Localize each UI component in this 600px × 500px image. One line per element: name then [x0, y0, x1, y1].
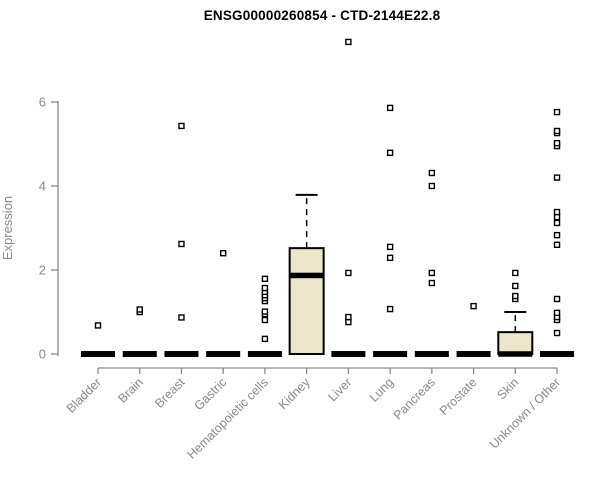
outlier-point — [553, 213, 561, 221]
collapsed-box-bar — [247, 351, 282, 357]
outlier-point — [261, 335, 269, 343]
outlier-point — [261, 308, 269, 315]
box-skin — [497, 269, 534, 357]
outlier-point — [386, 149, 394, 157]
y-axis-title: Expression — [0, 196, 15, 260]
x-tick-label: Lung — [367, 375, 397, 405]
outlier-point — [553, 127, 561, 135]
collapsed-box-bar — [81, 351, 115, 357]
chart-title: ENSG00000260854 - CTD-2144E22.8 — [203, 8, 441, 23]
outlier-point — [428, 169, 436, 177]
collapsed-box-bar — [331, 351, 366, 357]
outlier-point — [553, 108, 561, 116]
x-tick-label: Breast — [152, 375, 188, 411]
box-hematopoietic-cells — [247, 275, 282, 357]
y-tick-label: 4 — [39, 179, 46, 194]
outlier-point — [345, 38, 352, 46]
collapsed-box-bar — [206, 351, 241, 357]
collapsed-box-bar — [456, 351, 491, 357]
collapsed-box-bar — [373, 351, 408, 357]
outlier-point — [512, 269, 519, 277]
outlier-point — [219, 249, 227, 257]
iqr-box — [288, 247, 325, 355]
x-tick-label: Pancreas — [391, 375, 438, 422]
box-brain — [122, 306, 157, 357]
outlier-point — [261, 284, 269, 292]
outlier-point — [345, 313, 352, 321]
outlier-point — [553, 139, 561, 147]
x-tick-label: Hematopoietic cells — [184, 375, 271, 462]
outlier-point — [428, 182, 436, 190]
collapsed-box-bar — [164, 351, 199, 357]
outlier-point — [512, 292, 519, 300]
x-tick-label: Kidney — [276, 375, 313, 412]
outlier-point — [261, 316, 269, 324]
collapsed-box-bar — [540, 351, 575, 357]
box-unknown-other — [540, 108, 575, 357]
outlier-point — [553, 309, 561, 317]
outlier-point — [94, 322, 102, 329]
outlier-point — [178, 240, 185, 248]
outlier-point — [386, 305, 394, 313]
x-tick-label: Skin — [494, 375, 521, 402]
outlier-point — [512, 282, 519, 290]
outlier-point — [553, 241, 561, 249]
outlier-point — [470, 302, 477, 310]
collapsed-box-bar — [122, 351, 157, 357]
box-gastric — [206, 249, 241, 357]
box-breast — [164, 122, 199, 357]
outlier-point — [553, 295, 561, 303]
x-tick-label: Gastric — [191, 375, 229, 413]
outlier-point — [345, 269, 352, 277]
box-liver — [331, 38, 366, 357]
outlier-point — [386, 104, 394, 112]
box-lung — [373, 104, 408, 357]
outlier-point — [553, 231, 561, 239]
box-bladder — [81, 322, 115, 357]
outlier-point — [553, 219, 561, 227]
outlier-point — [261, 275, 269, 283]
outlier-point — [553, 174, 561, 181]
y-tick-label: 0 — [39, 347, 46, 362]
outlier-point — [345, 318, 352, 326]
outlier-point — [553, 329, 561, 337]
x-tick-label: Bladder — [64, 375, 104, 415]
outlier-point — [178, 122, 185, 130]
box-pancreas — [414, 169, 449, 357]
outlier-point — [428, 269, 436, 277]
outlier-point — [553, 208, 561, 216]
outlier-point — [136, 306, 143, 313]
outlier-point — [428, 279, 436, 287]
y-tick-label: 2 — [39, 263, 46, 278]
y-tick-label: 6 — [39, 95, 46, 110]
iqr-box — [497, 331, 534, 356]
x-tick-label: Unknown / Other — [487, 375, 563, 451]
outlier-point — [386, 254, 394, 262]
median-line — [498, 351, 533, 357]
x-tick-label: Liver — [325, 375, 354, 404]
x-tick-label: Brain — [115, 375, 146, 406]
box-prostate — [456, 302, 491, 357]
median-line — [289, 272, 324, 279]
outlier-point — [178, 314, 185, 321]
box-kidney — [288, 193, 325, 355]
x-tick-label: Prostate — [437, 375, 480, 418]
outlier-point — [386, 243, 394, 251]
collapsed-box-bar — [414, 351, 449, 357]
